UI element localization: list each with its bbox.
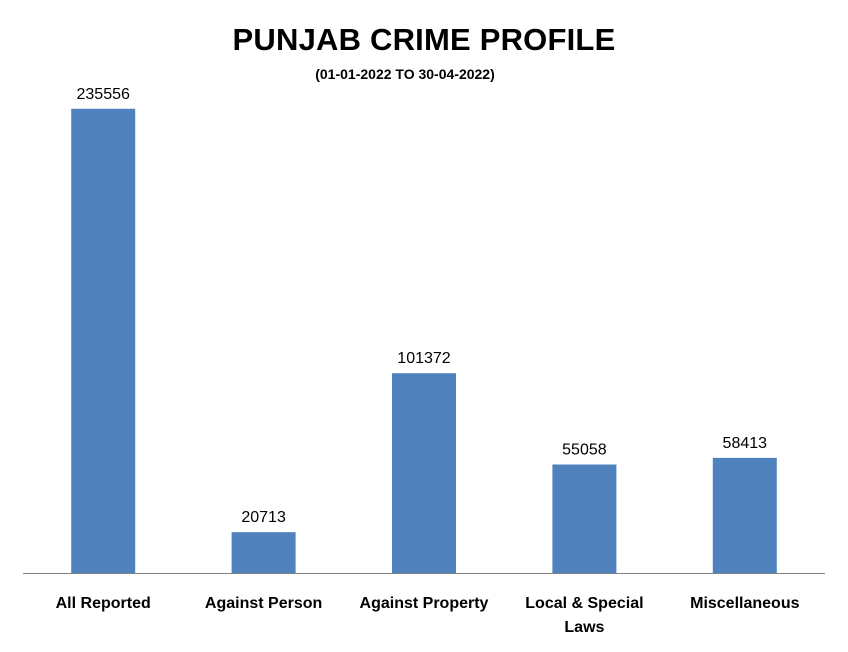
bar-4 [552,464,617,573]
data-label-4: 55058 [562,441,607,458]
data-label-5: 58413 [723,435,768,452]
bar-2 [231,532,296,573]
x-tick-label-5: Miscellaneous [690,595,799,612]
data-label-1: 235556 [77,86,130,103]
x-tick-label-4-line-2: Laws [564,619,604,636]
x-tick-label-1: All Reported [56,595,151,612]
x-tick-label-4-line-1: Local & Special [525,595,643,612]
bar-3 [392,373,456,573]
bar-5 [712,457,777,573]
chart-subtitle: (01-01-2022 TO 30-04-2022) [315,66,495,82]
data-label-3: 101372 [397,350,450,367]
data-label-2: 20713 [241,509,286,526]
x-tick-label-2: Against Person [205,595,322,612]
x-tick-label-3: Against Property [360,595,489,612]
bar-1 [71,108,136,573]
chart-title: PUNJAB CRIME PROFILE [232,22,616,57]
